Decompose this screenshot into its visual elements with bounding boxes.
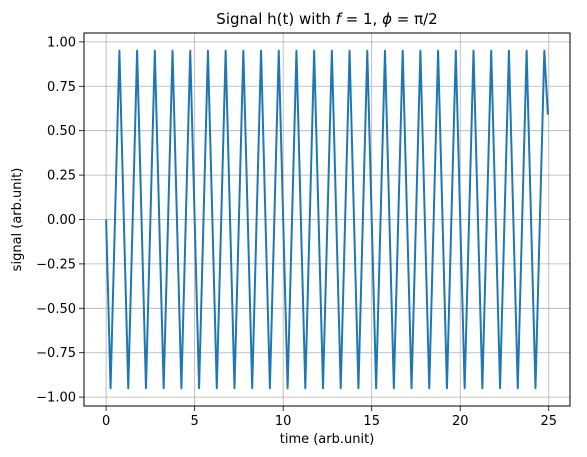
y-tick-label: −0.75 <box>36 346 76 361</box>
x-tick-label: 20 <box>452 414 469 429</box>
x-axis-ticks: 0 5 10 15 20 25 <box>102 406 557 429</box>
y-axis-ticks: −1.00 −0.75 −0.50 −0.25 0.00 0.25 0.50 0.75 1.00 <box>36 35 84 406</box>
series-line <box>105 49 549 390</box>
x-tick-label: 0 <box>102 414 110 429</box>
title-prefix: Signal h(t) with <box>216 10 335 28</box>
y-tick-label: −1.00 <box>36 391 76 406</box>
x-tick-label: 25 <box>540 414 557 429</box>
grid <box>84 33 570 406</box>
y-axis-label: signal (arb.unit) <box>10 168 25 272</box>
title-f-symbol: f <box>336 10 344 28</box>
y-tick-label: 0.25 <box>47 169 76 184</box>
title-phi-symbol: ϕ <box>382 10 392 28</box>
x-tick-label: 15 <box>363 414 380 429</box>
y-tick-label: −0.50 <box>36 302 76 317</box>
y-tick-label: 1.00 <box>47 35 76 50</box>
y-tick-label: 0.75 <box>47 80 76 95</box>
y-tick-label: 0.50 <box>47 124 76 139</box>
title-phi-value: = π/2 <box>392 10 438 28</box>
y-tick-label: −0.25 <box>36 257 76 272</box>
series-group <box>105 49 549 390</box>
x-axis-label: time (arb.unit) <box>280 432 375 447</box>
x-tick-label: 10 <box>275 414 292 429</box>
x-tick-label: 5 <box>191 414 199 429</box>
title-f-value: = 1, <box>341 10 382 28</box>
y-tick-label: 0.00 <box>47 213 76 228</box>
chart-title: Signal h(t) with f = 1, ϕ = π/2 <box>216 10 437 28</box>
